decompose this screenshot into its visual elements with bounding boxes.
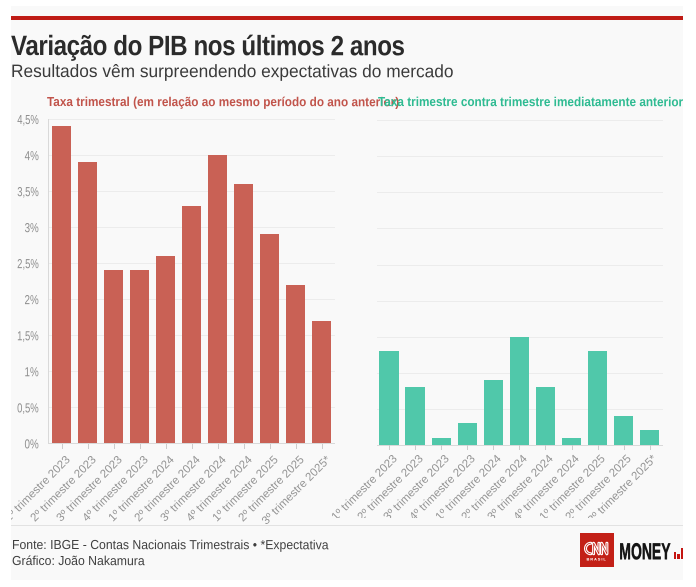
svg-text:2%: 2% — [24, 292, 39, 307]
svg-text:3,5%: 3,5% — [17, 184, 39, 199]
svg-text:3%: 3% — [24, 220, 39, 235]
svg-text:2,5%: 2,5% — [17, 256, 39, 271]
svg-text:4,5%: 4,5% — [17, 112, 39, 127]
svg-text:1%: 1% — [24, 364, 39, 379]
svg-text:4%: 4% — [24, 148, 39, 163]
svg-text:MONEY: MONEY — [619, 538, 670, 564]
svg-text:0,5%: 0,5% — [17, 400, 39, 415]
svg-text:0%: 0% — [24, 436, 39, 451]
svg-text:BRASIL: BRASIL — [586, 557, 606, 562]
svg-text:1,5%: 1,5% — [17, 328, 39, 343]
